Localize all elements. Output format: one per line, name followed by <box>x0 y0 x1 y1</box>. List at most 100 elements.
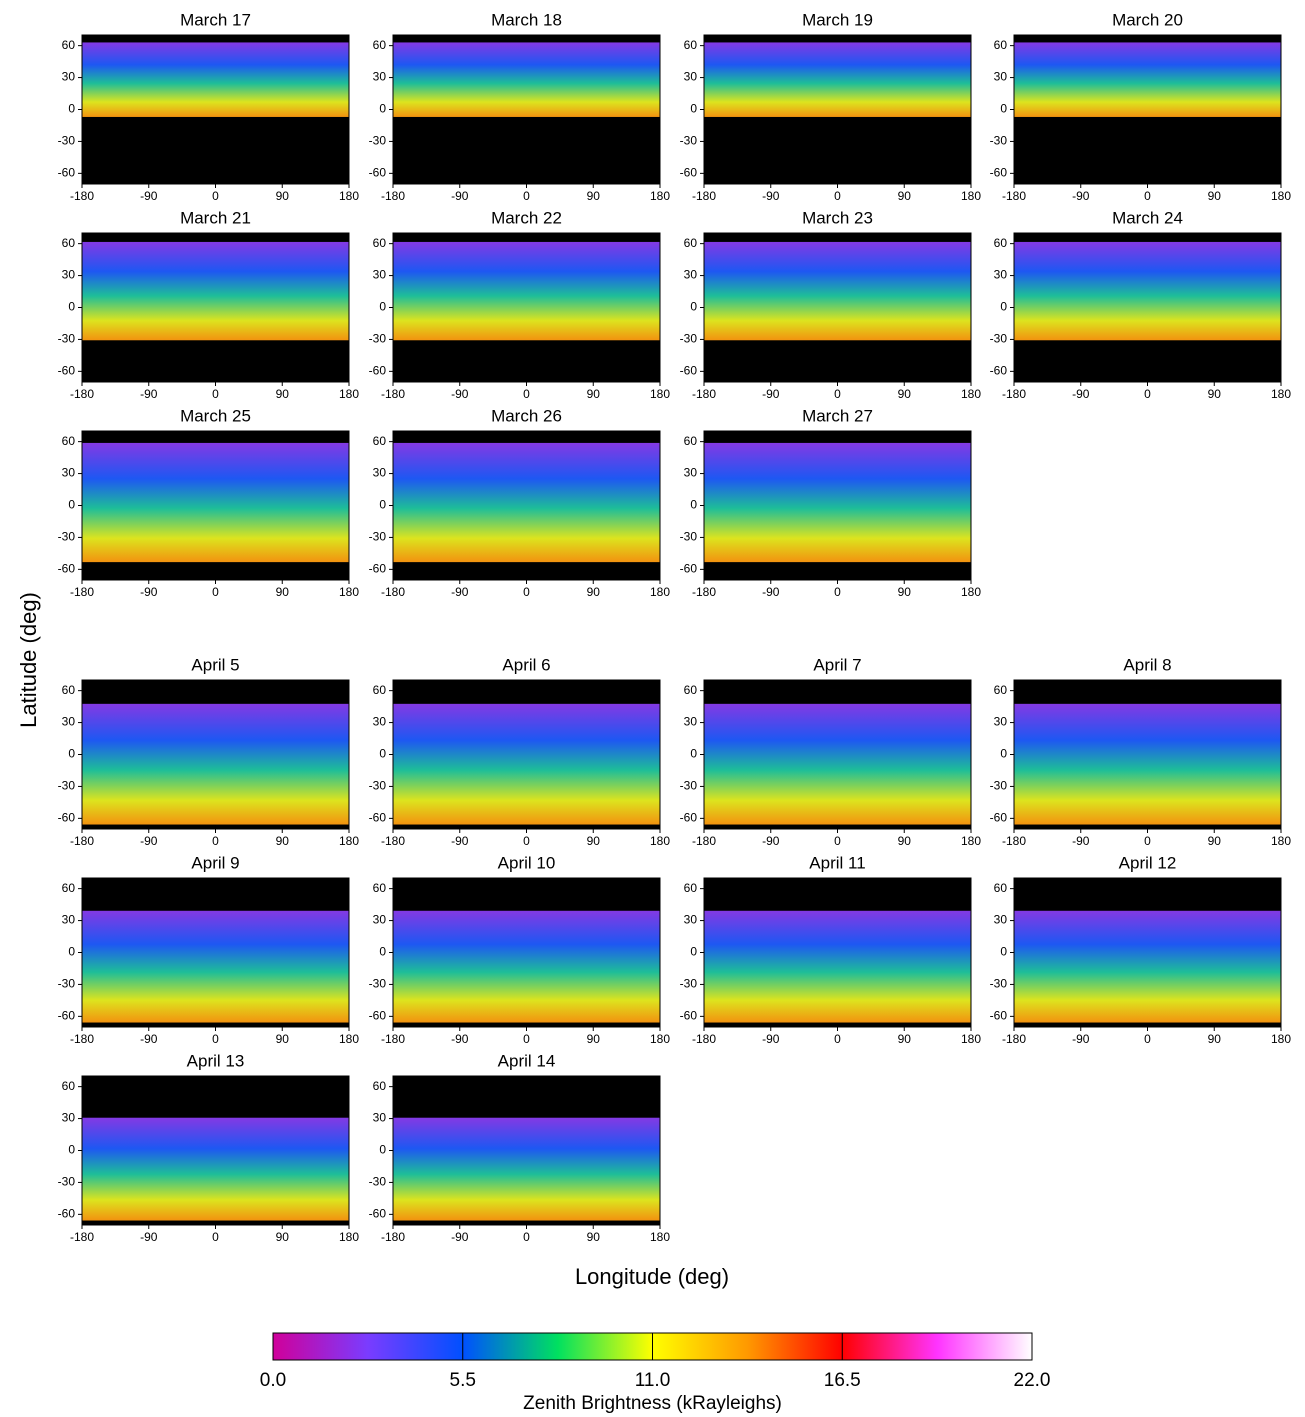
x-tick-label: 0 <box>212 1032 219 1046</box>
x-tick-label: 90 <box>587 834 601 848</box>
y-tick-label: 0 <box>1000 945 1007 959</box>
y-tick-label: 0 <box>690 945 697 959</box>
y-tick-label: 0 <box>690 300 697 314</box>
x-tick-label: 90 <box>276 1032 290 1046</box>
imagery <box>82 241 349 341</box>
y-tick-label: -60 <box>58 166 76 180</box>
x-tick-label: 0 <box>212 1230 219 1244</box>
x-tick-label: -90 <box>451 834 469 848</box>
y-tick-label: 30 <box>994 913 1008 927</box>
y-tick-label: 0 <box>1000 300 1007 314</box>
x-tick-label: 0 <box>523 585 530 599</box>
y-tick-label: -60 <box>680 364 698 378</box>
y-tick-label: -60 <box>369 1009 387 1023</box>
y-tick-label: 30 <box>994 715 1008 729</box>
y-tick-label: -30 <box>369 530 387 544</box>
x-tick-label: 0 <box>1144 1032 1151 1046</box>
y-tick-label: -30 <box>369 977 387 991</box>
y-tick-label: 60 <box>373 881 387 895</box>
x-tick-label: 180 <box>339 1230 359 1244</box>
imagery <box>393 1117 660 1221</box>
y-tick-label: 60 <box>994 38 1008 52</box>
y-tick-label: 30 <box>373 466 387 480</box>
y-tick-label: -30 <box>369 1175 387 1189</box>
x-tick-label: 180 <box>650 834 670 848</box>
y-tick-label: -60 <box>369 1207 387 1221</box>
y-tick-label: 0 <box>68 498 75 512</box>
y-tick-label: 60 <box>684 236 698 250</box>
y-tick-label: -60 <box>369 562 387 576</box>
y-tick-label: 30 <box>62 1111 76 1125</box>
x-tick-label: 0 <box>523 834 530 848</box>
y-tick-label: 0 <box>68 747 75 761</box>
x-tick-label: 180 <box>339 585 359 599</box>
x-tick-label: -90 <box>451 585 469 599</box>
y-tick-label: -60 <box>680 562 698 576</box>
imagery <box>393 910 660 1023</box>
y-tick-label: -30 <box>990 134 1008 148</box>
x-tick-label: 180 <box>1271 189 1291 203</box>
x-tick-label: 0 <box>212 585 219 599</box>
y-tick-label: 30 <box>373 1111 387 1125</box>
x-tick-label: -180 <box>692 834 716 848</box>
x-tick-label: -90 <box>140 1230 158 1244</box>
x-tick-label: -90 <box>140 189 158 203</box>
y-tick-label: -60 <box>369 166 387 180</box>
y-tick-label: 30 <box>373 268 387 282</box>
x-tick-label: 180 <box>650 1230 670 1244</box>
panel-title: March 22 <box>491 208 562 227</box>
x-tick-label: 90 <box>587 585 601 599</box>
imagery <box>82 910 349 1023</box>
x-tick-label: -90 <box>762 1032 780 1046</box>
y-tick-label: 0 <box>379 747 386 761</box>
panel-title: April 11 <box>809 853 865 872</box>
y-tick-label: -60 <box>58 1009 76 1023</box>
y-tick-label: 0 <box>1000 747 1007 761</box>
y-tick-label: 30 <box>62 268 76 282</box>
x-tick-label: 0 <box>212 387 219 401</box>
x-tick-label: 90 <box>898 189 912 203</box>
x-tick-label: -180 <box>1002 1032 1026 1046</box>
y-axis-label: Latitude (deg) <box>16 592 41 728</box>
y-tick-label: 30 <box>373 913 387 927</box>
x-tick-label: -180 <box>381 585 405 599</box>
y-tick-label: -60 <box>58 562 76 576</box>
x-tick-label: -180 <box>70 1230 94 1244</box>
x-tick-label: 90 <box>898 387 912 401</box>
imagery <box>393 442 660 563</box>
y-tick-label: 30 <box>62 913 76 927</box>
y-tick-label: 60 <box>684 434 698 448</box>
x-tick-label: 0 <box>212 189 219 203</box>
y-tick-label: 60 <box>373 683 387 697</box>
imagery <box>393 703 660 825</box>
y-tick-label: 60 <box>373 38 387 52</box>
y-tick-label: 30 <box>373 715 387 729</box>
y-tick-label: 60 <box>373 434 387 448</box>
imagery <box>704 42 971 117</box>
panel-title: March 27 <box>802 406 873 425</box>
x-tick-label: 90 <box>276 1230 290 1244</box>
imagery <box>82 442 349 563</box>
y-tick-label: -30 <box>680 530 698 544</box>
x-tick-label: 180 <box>961 1032 981 1046</box>
x-tick-label: 90 <box>1208 387 1222 401</box>
x-tick-label: 0 <box>523 189 530 203</box>
y-tick-label: 60 <box>62 881 76 895</box>
x-tick-label: 180 <box>1271 834 1291 848</box>
y-tick-label: 60 <box>684 38 698 52</box>
imagery <box>704 910 971 1023</box>
y-tick-label: -30 <box>990 332 1008 346</box>
x-tick-label: -180 <box>70 189 94 203</box>
y-tick-label: -30 <box>58 332 76 346</box>
y-tick-label: -60 <box>990 811 1008 825</box>
y-tick-label: -60 <box>990 364 1008 378</box>
y-tick-label: 60 <box>684 881 698 895</box>
x-tick-label: 0 <box>523 387 530 401</box>
y-tick-label: 60 <box>62 434 76 448</box>
x-tick-label: 180 <box>339 189 359 203</box>
x-tick-label: -90 <box>762 387 780 401</box>
x-tick-label: -90 <box>762 834 780 848</box>
y-tick-label: 60 <box>994 683 1008 697</box>
x-tick-label: 180 <box>339 834 359 848</box>
x-tick-label: 180 <box>650 1032 670 1046</box>
